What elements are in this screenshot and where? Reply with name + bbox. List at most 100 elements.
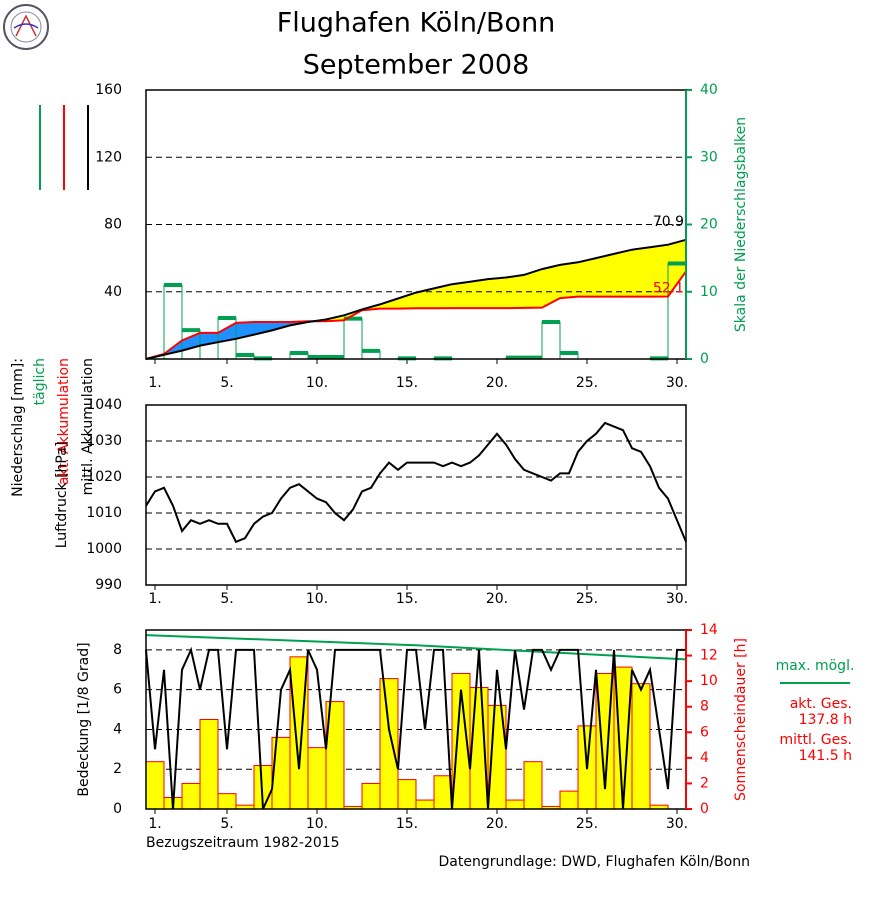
y2-tick-label: 6 <box>700 724 709 740</box>
x-tick-label: 30. <box>666 591 688 607</box>
difference-area <box>524 269 542 308</box>
line <box>145 270 687 360</box>
x-tick-label: 1. <box>148 816 161 832</box>
x-tick-label: 5. <box>220 375 233 391</box>
chart-subtitle: September 2008 <box>303 50 530 81</box>
logo <box>3 4 49 50</box>
y-axis-title: Niederschlag [mm]: <box>10 358 26 497</box>
total-label: mittl. Ges. <box>779 732 852 748</box>
difference-area <box>452 281 470 309</box>
bar <box>541 321 561 360</box>
y-tick-label: 1030 <box>86 433 122 449</box>
bar <box>415 799 435 810</box>
x-tick-label: 15. <box>396 816 418 832</box>
line <box>145 238 687 360</box>
bar <box>397 779 417 810</box>
total-label: akt. Ges. <box>790 696 852 712</box>
y-tick-label: 8 <box>113 642 122 658</box>
reference-period: Bezugszeitraum 1982-2015 <box>146 835 340 851</box>
difference-area <box>434 284 452 309</box>
y-tick-label: 1000 <box>86 541 122 557</box>
y2-axis-title: Sonnenscheindauer [h] <box>733 638 749 801</box>
legend-label: täglich <box>32 358 48 405</box>
total-value: 137.8 h <box>799 712 852 728</box>
y2-tick-label: 8 <box>700 699 709 715</box>
x-tick-label: 30. <box>666 375 688 391</box>
y-tick-label: 6 <box>113 682 122 698</box>
y-tick-label: 80 <box>104 217 122 233</box>
difference-area <box>578 258 596 297</box>
difference-area <box>668 239 686 297</box>
bar <box>307 747 327 810</box>
difference-area <box>218 322 236 343</box>
difference-area <box>614 249 632 297</box>
x-tick-label: 5. <box>220 591 233 607</box>
x-tick-label: 5. <box>220 816 233 832</box>
x-tick-label: 30. <box>666 816 688 832</box>
bar <box>145 761 165 810</box>
y-tick-label: 0 <box>113 801 122 817</box>
y-tick-label: 120 <box>95 149 122 165</box>
difference-area <box>488 277 506 309</box>
difference-area <box>506 274 524 309</box>
bar <box>181 782 201 810</box>
y2-axis-title: Skala der Niederschlagsbalken <box>733 117 749 332</box>
value-label: 52.1 <box>653 280 684 296</box>
y-axis-title: Bedeckung [1/8 Grad] <box>76 642 92 796</box>
bar <box>199 719 219 810</box>
line <box>145 421 687 544</box>
y-tick-label: 40 <box>104 284 122 300</box>
x-tick-label: 10. <box>306 816 328 832</box>
y-tick-label: 1040 <box>86 397 122 413</box>
legend-label: akt. Akkumulation <box>56 358 72 485</box>
bar <box>559 790 579 810</box>
legend-label: max. mögl. <box>776 658 855 674</box>
y2-tick-label: 14 <box>700 622 718 638</box>
difference-area <box>236 322 254 339</box>
bar <box>361 782 381 810</box>
x-tick-label: 1. <box>148 591 161 607</box>
legend-label: mittl. Akkumulation <box>80 358 96 495</box>
x-tick-label: 25. <box>576 816 598 832</box>
difference-area <box>470 279 488 309</box>
difference-area <box>596 253 614 297</box>
y2-tick-label: 0 <box>700 801 709 817</box>
difference-area <box>650 244 668 297</box>
plot-frame <box>145 404 687 586</box>
y2-tick-label: 10 <box>700 284 718 300</box>
y2-tick-label: 20 <box>700 217 718 233</box>
bar <box>217 793 237 810</box>
y2-tick-label: 10 <box>700 673 718 689</box>
difference-area <box>542 264 560 308</box>
y-tick-label: 1010 <box>86 505 122 521</box>
line <box>145 634 687 661</box>
x-tick-label: 15. <box>396 375 418 391</box>
y-tick-label: 1020 <box>86 469 122 485</box>
bar <box>523 761 543 810</box>
x-tick-label: 10. <box>306 375 328 391</box>
y2-tick-label: 0 <box>700 351 709 367</box>
x-tick-label: 20. <box>486 591 508 607</box>
bar <box>343 318 363 360</box>
chart-title: Flughafen Köln/Bonn <box>277 8 556 39</box>
x-tick-label: 25. <box>576 375 598 391</box>
difference-area <box>632 247 650 297</box>
bar <box>379 678 399 810</box>
y2-tick-label: 40 <box>700 82 718 98</box>
y2-tick-label: 30 <box>700 149 718 165</box>
bar <box>631 683 651 810</box>
bar <box>433 775 453 810</box>
x-tick-label: 10. <box>306 591 328 607</box>
bar <box>271 736 291 810</box>
y2-tick-label: 4 <box>700 750 709 766</box>
y2-tick-label: 2 <box>700 775 709 791</box>
total-value: 141.5 h <box>799 748 852 764</box>
x-tick-label: 15. <box>396 591 418 607</box>
y-tick-label: 2 <box>113 761 122 777</box>
y-axis-title: Luftdruck [hPa] <box>54 442 70 549</box>
line <box>145 646 686 810</box>
y-tick-label: 160 <box>95 82 122 98</box>
difference-area <box>398 292 416 309</box>
y-tick-label: 4 <box>113 721 122 737</box>
